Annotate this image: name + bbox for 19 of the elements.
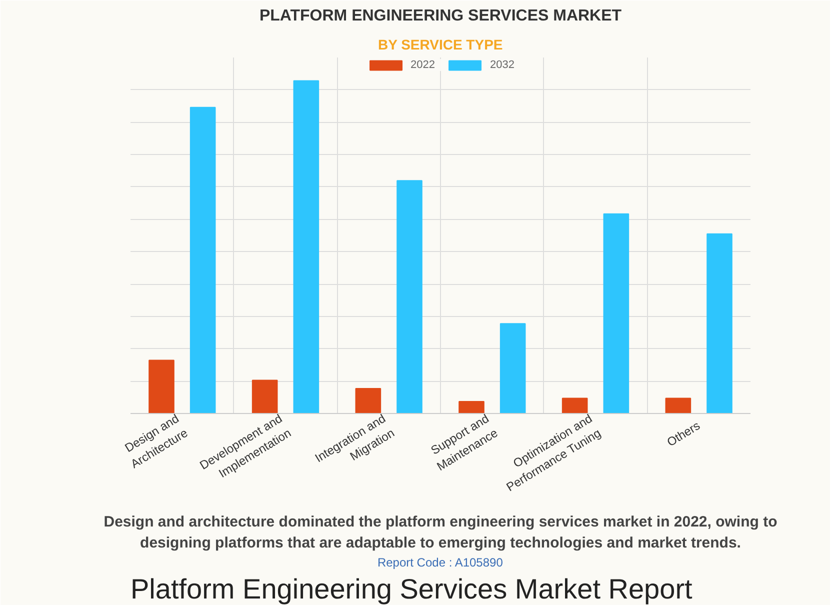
bar bbox=[148, 360, 174, 414]
text: Report Code : A105890 bbox=[377, 556, 504, 570]
bar bbox=[603, 213, 630, 414]
bar bbox=[706, 233, 732, 414]
bar bbox=[500, 323, 526, 414]
text: Design and architecture dominated the platform engineering services market in 2022, owing to designing platforms that are adaptable to emerging technologies and market trends. bbox=[104, 514, 778, 552]
text: Platform Engineering Services Market Report bbox=[130, 574, 693, 604]
bar bbox=[562, 398, 588, 414]
legend-label: 2022 bbox=[410, 59, 435, 71]
bar bbox=[458, 401, 484, 414]
bar bbox=[293, 80, 320, 414]
bar bbox=[252, 380, 278, 414]
chart-subtitle: BY SERVICE TYPE bbox=[378, 36, 503, 52]
bar bbox=[355, 388, 382, 414]
chart-title: PLATFORM ENGINEERING SERVICES MARKET bbox=[259, 8, 622, 24]
bar bbox=[190, 106, 216, 414]
bar bbox=[665, 398, 692, 414]
bar bbox=[396, 180, 422, 414]
legend-label: 2032 bbox=[490, 59, 514, 71]
